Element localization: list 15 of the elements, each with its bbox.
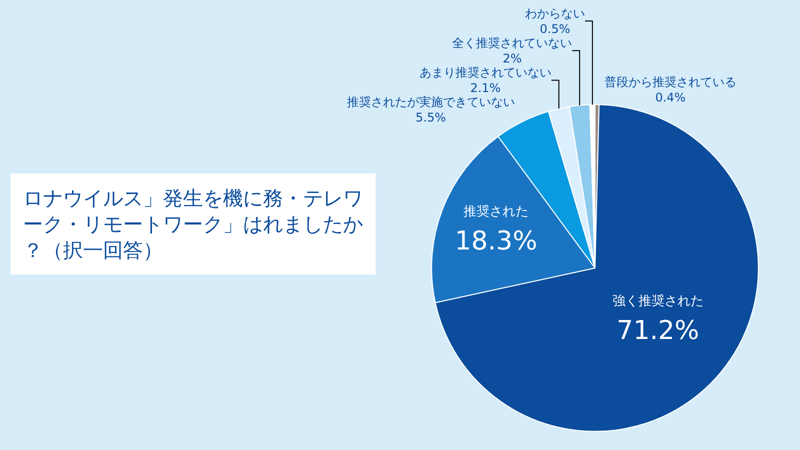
slice-label: 強く推奨された [612,294,704,310]
text: ロナウイルス」発生を機に務・テレワーク・リモートワーク」はれましたか？（択一回答） [23,186,363,262]
data-label: 2% [502,51,522,66]
slice-label: 推奨された [463,204,528,220]
slice-label: 全く推奨されていない [452,36,572,50]
data-label: 0.5% [540,22,570,36]
slice-label: 推奨されたが実施できていない [346,95,515,110]
data-label: 0.4% [655,90,686,105]
data-label: 71.2% [616,316,700,346]
data-label: 5.5% [416,110,446,125]
data-label: 2.1% [470,81,501,96]
slice-label: わからない [525,6,586,20]
data-label: 18.3% [454,226,538,256]
slice-label: あまり推奨されていない [419,65,552,80]
slice-label: 普段から推奨されている [604,75,736,90]
